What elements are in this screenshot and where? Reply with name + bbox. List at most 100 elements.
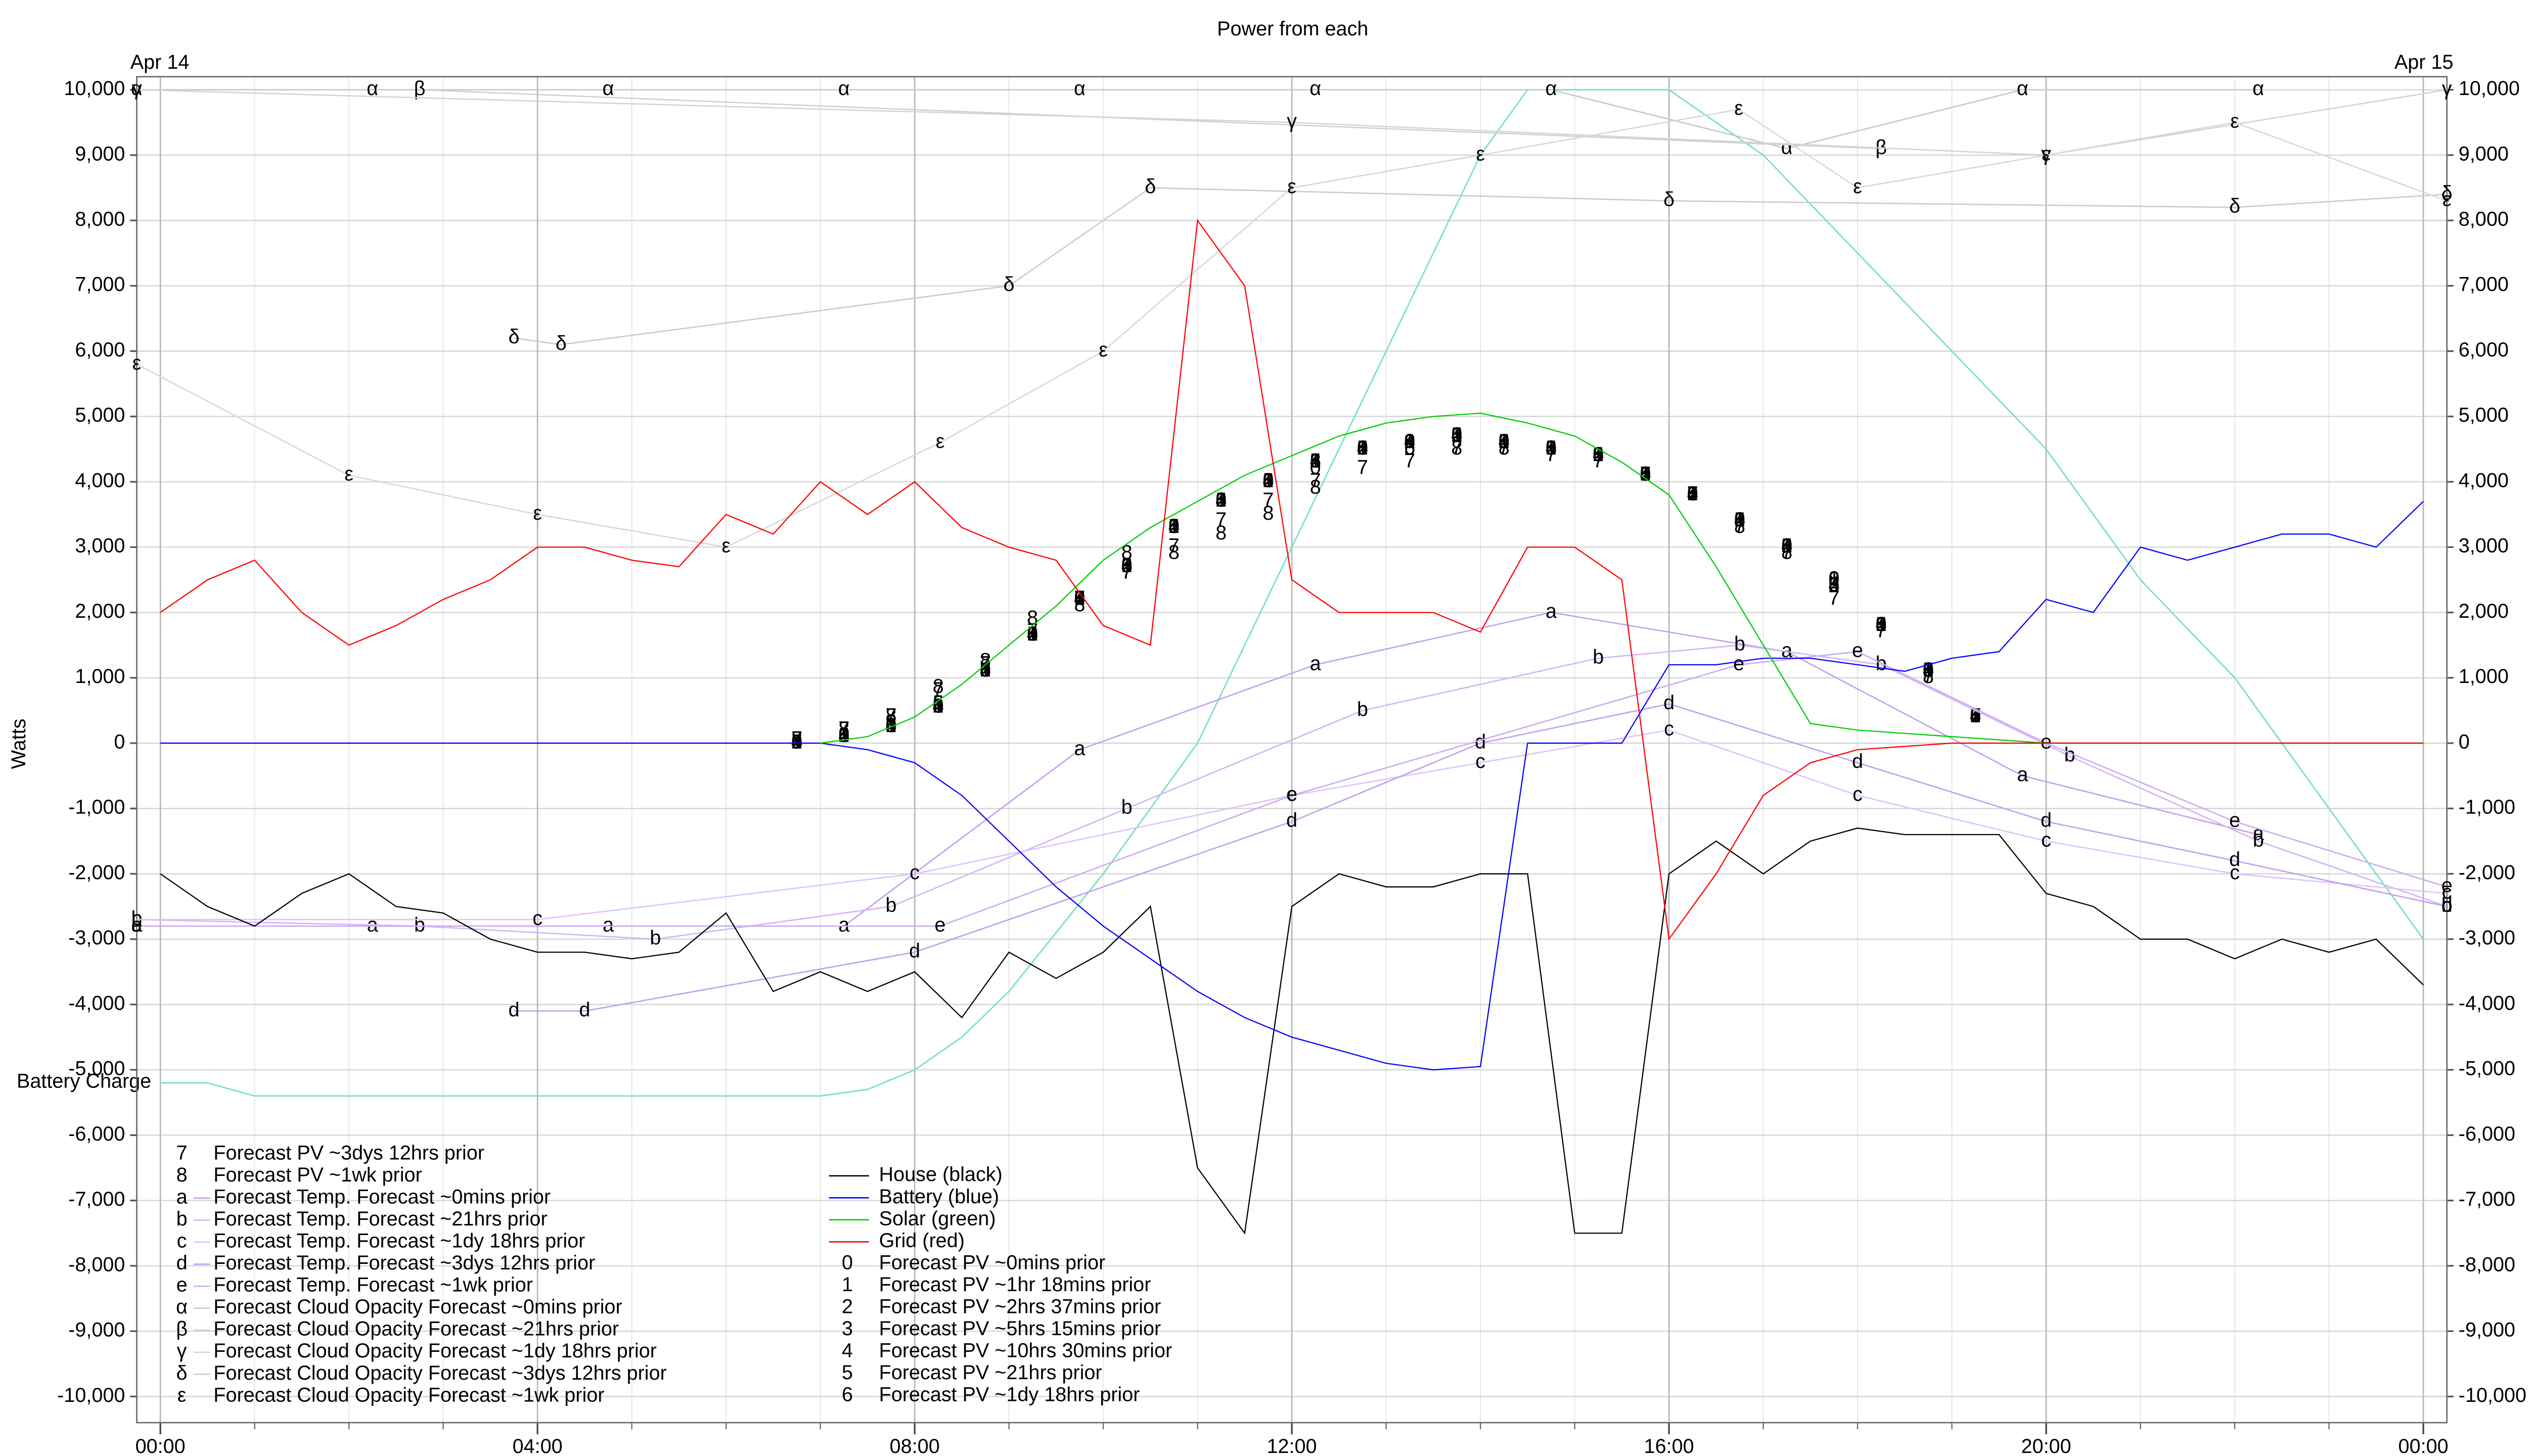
series-marker: 0: [1215, 489, 1227, 511]
series-marker: 7: [933, 678, 944, 701]
series-marker: 1: [1168, 515, 1180, 537]
series-marker: 6: [1640, 463, 1651, 485]
series-marker: 3: [1687, 482, 1698, 505]
series-marker: 2: [1640, 463, 1651, 485]
legend-label: Solar (green): [879, 1207, 996, 1230]
series-marker: 1: [1640, 463, 1651, 485]
series-marker: c: [532, 907, 543, 929]
y-tick-label: 6,000: [75, 339, 125, 361]
y-tick-label: 8,000: [75, 208, 125, 231]
series-marker: δ: [1663, 189, 1675, 211]
y2-tick-label: 8,000: [2459, 208, 2509, 231]
series-marker: 4: [1357, 437, 1368, 459]
legend-label: Forecast Cloud Opacity Forecast ~1dy 18h…: [213, 1340, 657, 1362]
series-marker: ε: [344, 463, 353, 485]
series-marker: 3: [933, 695, 944, 717]
x-tick-label: 16:00: [1644, 1435, 1694, 1456]
series-marker: d: [1663, 692, 1675, 714]
legend-marker: b: [176, 1208, 188, 1230]
series-marker: ε: [1287, 175, 1296, 198]
y2-tick-label: 1,000: [2459, 665, 2509, 688]
series-marker: 7: [791, 727, 802, 750]
series-marker: 5: [1828, 574, 1839, 596]
series-marker: 1: [1781, 535, 1792, 557]
y-tick-label: 1,000: [75, 665, 125, 688]
legend-label: Forecast Cloud Opacity Forecast ~3dys 12…: [213, 1362, 666, 1384]
series-marker: 7: [1687, 482, 1698, 505]
series-marker: 0: [933, 695, 944, 717]
series-marker: 1: [838, 724, 849, 746]
y2-tick-label: -6,000: [2459, 1123, 2515, 1145]
series-marker: 4: [1121, 554, 1133, 576]
forecast-line: [136, 108, 2448, 548]
y-tick-label: 4,000: [75, 469, 125, 491]
series-marker: 7: [1310, 469, 1321, 491]
legend-label: House (black): [879, 1163, 1003, 1186]
series-marker: 4: [1546, 437, 1557, 459]
series-marker: 6: [980, 659, 991, 681]
series-marker: 5: [1074, 587, 1085, 609]
legend-label: Forecast Temp. Forecast ~21hrs prior: [213, 1208, 547, 1230]
series-marker: 3: [1876, 613, 1887, 635]
series-marker: 7: [1357, 457, 1368, 479]
series-marker: 3: [1168, 515, 1180, 537]
x-tick-label: 08:00: [890, 1435, 940, 1456]
series-marker: e: [1286, 783, 1297, 805]
series-marker: 4: [1876, 613, 1887, 635]
series-marker: 6: [1215, 489, 1227, 511]
series-marker: 4: [1593, 443, 1604, 466]
series-marker: 5: [1215, 489, 1227, 511]
series-marker: α: [603, 77, 614, 100]
series-marker: 5: [1546, 437, 1557, 459]
x-tick-label: 20:00: [2021, 1435, 2071, 1456]
series-marker: e: [2442, 875, 2453, 897]
series-marker: 4: [1687, 482, 1698, 505]
series-marker: d: [508, 998, 519, 1021]
series-marker: a: [1074, 737, 1086, 759]
series-marker: b: [1357, 698, 1368, 720]
legend-marker: δ: [176, 1362, 188, 1384]
series-marker: γ: [2442, 77, 2452, 100]
series-marker: 1: [980, 659, 991, 681]
series-marker: 1: [1074, 587, 1085, 609]
series-marker: 0: [1781, 535, 1792, 557]
series-marker: 1: [1687, 482, 1698, 505]
series-marker: α: [367, 77, 378, 100]
series-marker: 2: [1121, 554, 1133, 576]
x-tick-label: 04:00: [513, 1435, 563, 1456]
series-marker: 6: [838, 724, 849, 746]
series-marker: 3: [1310, 450, 1321, 472]
series-marker: 2: [1687, 482, 1698, 505]
series-marker: 4: [1828, 574, 1839, 596]
series-marker: 4: [980, 659, 991, 681]
series-marker: 0: [1640, 463, 1651, 485]
series-marker: 4: [1451, 424, 1462, 446]
series-marker: 1: [1546, 437, 1557, 459]
series-marker: 3: [885, 714, 896, 737]
forecast-line: [137, 729, 2447, 921]
legend-label: Forecast PV ~10hrs 30mins prior: [879, 1340, 1172, 1362]
y2-tick-label: 9,000: [2459, 143, 2509, 165]
series-line: [160, 827, 2424, 1235]
series-marker: b: [1593, 646, 1604, 668]
y-tick-label: -8,000: [68, 1253, 125, 1276]
series-marker: 8: [1499, 437, 1510, 459]
series-marker: ε: [533, 502, 542, 524]
series-marker: e: [934, 914, 945, 936]
series-marker: 5: [838, 724, 849, 746]
series-marker: 3: [1734, 509, 1745, 531]
series-marker: 7: [885, 705, 896, 727]
series-marker: 0: [1451, 424, 1462, 446]
series-marker: 4: [1404, 430, 1415, 452]
y2-tick-label: 2,000: [2459, 600, 2509, 622]
series-marker: b: [2442, 894, 2453, 917]
y-tick-label: 9,000: [75, 143, 125, 165]
legend-marker: 3: [842, 1317, 853, 1340]
series-marker: 6: [791, 731, 802, 753]
y2-tick-label: -9,000: [2459, 1319, 2515, 1341]
series-marker: 2: [838, 724, 849, 746]
series-marker: 4: [791, 731, 802, 753]
series-marker: 1: [885, 714, 896, 737]
legend-marker: 5: [842, 1361, 853, 1384]
y2-tick-label: 0: [2459, 731, 2470, 753]
